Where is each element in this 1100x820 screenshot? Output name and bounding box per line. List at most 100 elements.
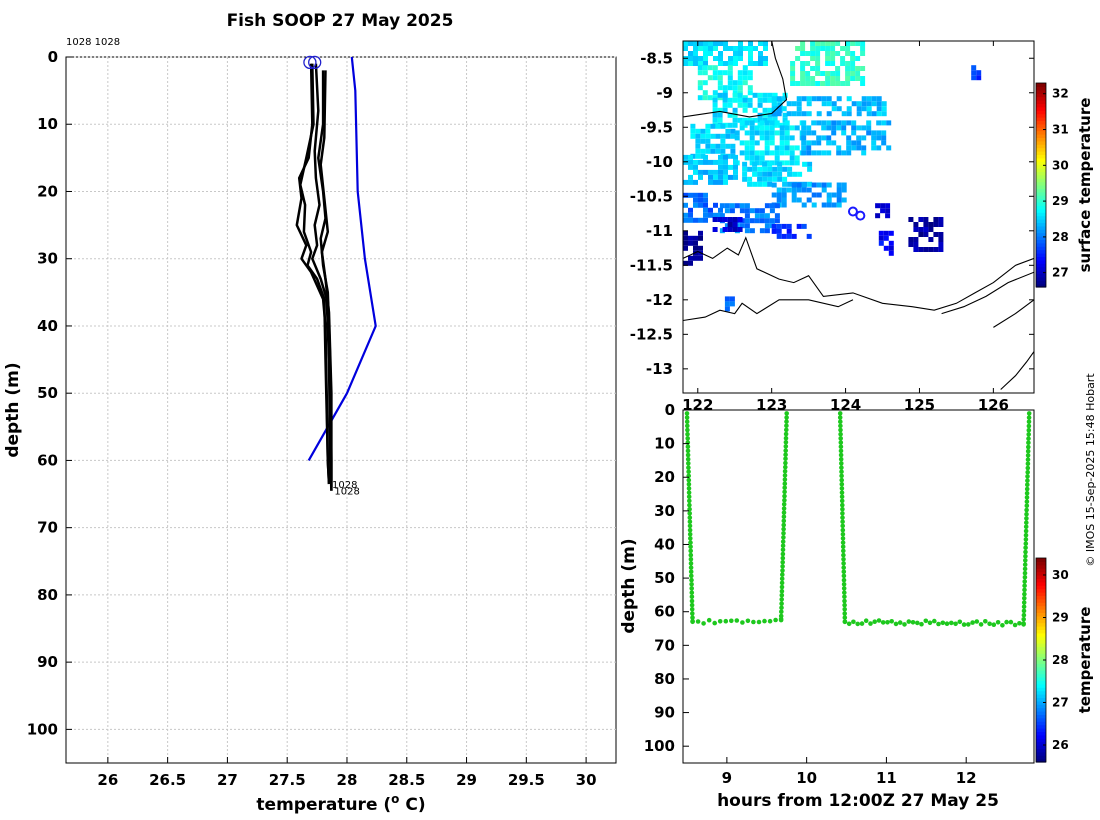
map-sst-cell [720, 143, 726, 149]
map-sst-cell [695, 128, 701, 134]
timeseries-colorbar-swatch [1036, 609, 1046, 613]
timeseries-point [688, 569, 694, 575]
map-sst-cell [712, 117, 718, 123]
map-sst-cell [732, 222, 738, 227]
map-colorbar-swatch [1036, 185, 1046, 189]
timeseries-colorbar-swatch [1036, 575, 1046, 579]
map-sst-cell [771, 192, 777, 198]
map-sst-cell [739, 203, 745, 209]
map-sst-cell [876, 96, 882, 102]
map-sst-cell [851, 140, 857, 146]
map-colorbar-swatch [1036, 246, 1046, 251]
map-sst-cell [769, 218, 775, 224]
map-sst-cell [908, 242, 914, 247]
map-sst-cell [850, 56, 856, 61]
map-sst-cell [727, 70, 733, 76]
map-sst-cell [923, 217, 929, 222]
map-sst-cell [712, 217, 718, 222]
timeseries-point [1024, 499, 1030, 504]
map-sst-cell [871, 111, 877, 117]
map-sst-cell [815, 46, 821, 51]
map-sst-cell [811, 182, 817, 188]
map-sst-cell [702, 95, 708, 101]
map-colorbar-swatch [1036, 212, 1046, 217]
timeseries-point [940, 620, 946, 626]
map-sst-cell [749, 135, 755, 141]
map-sst-cell [698, 202, 703, 208]
map-sst-cell [693, 235, 698, 241]
map-sst-cell [744, 155, 750, 161]
timeseries-colorbar-swatch [1036, 670, 1046, 675]
map-colorbar-swatch [1036, 191, 1046, 196]
map-colorbar-swatch [1036, 83, 1046, 87]
map-sst-cell [693, 255, 698, 261]
map-sst-cell [835, 51, 841, 56]
timeseries-point [751, 619, 756, 625]
map-coastline [1000, 351, 1034, 390]
map-sst-cell [752, 166, 758, 172]
map-colorbar-swatch [1036, 123, 1046, 128]
timeseries-point [840, 536, 846, 541]
map-sst-cell [729, 203, 735, 209]
map-coastline [993, 299, 1034, 328]
map-sst-cell [923, 227, 929, 232]
map-sst-cell [762, 107, 768, 113]
map-sst-cell [698, 169, 703, 175]
timeseries-point [686, 490, 692, 495]
timeseries-point [1026, 432, 1031, 437]
map-sst-cell [860, 41, 866, 46]
map-sst-cell [695, 133, 701, 139]
map-colorbar-swatch [1036, 168, 1046, 172]
map-sst-cell [791, 101, 797, 107]
map-sst-cell [759, 135, 765, 141]
map-sst-cell [764, 223, 770, 229]
map-sst-cell [693, 56, 698, 61]
map-sst-cell [782, 112, 788, 118]
map-sst-cell [850, 66, 856, 71]
map-sst-cell [749, 155, 755, 161]
timeseries-point [784, 423, 789, 429]
map-sst-cell [718, 56, 723, 61]
timeseries-point [839, 461, 844, 466]
timeseries-colorbar-swatch [1036, 592, 1046, 596]
map-sst-cell [881, 130, 887, 136]
map-sst-cell [718, 164, 723, 170]
map-sst-cell [769, 208, 775, 214]
map-sst-cell [747, 70, 753, 76]
map-sst-cell [737, 75, 743, 81]
timeseries-point [1025, 457, 1031, 462]
map-sst-cell [805, 71, 811, 76]
map-sst-cell [734, 203, 740, 209]
map-sst-cell [749, 228, 755, 234]
map-sst-cell [757, 176, 763, 182]
map-sst-cell [826, 197, 832, 203]
map-sst-cell [764, 218, 770, 224]
map-sst-cell [713, 159, 718, 165]
map-sst-cell [703, 159, 708, 165]
timeseries-point [685, 444, 691, 450]
map-sst-cell [724, 203, 730, 209]
profile-x-axis-label: temperature (o C) [256, 792, 425, 815]
map-sst-cell [727, 122, 733, 128]
map-sst-cell [774, 120, 780, 126]
map-sst-cell [801, 150, 807, 156]
timeseries-colorbar-swatch [1036, 656, 1046, 661]
map-colorbar-tick-label: 28 [1052, 230, 1069, 244]
map-sst-cell [703, 56, 708, 61]
timeseries-colorbar-swatch [1036, 690, 1046, 695]
map-sst-cell [866, 120, 872, 126]
timeseries-point [839, 469, 844, 475]
map-sst-cell [739, 208, 745, 214]
map-sst-cell [796, 101, 802, 107]
timeseries-point [842, 590, 847, 595]
map-sst-cell [723, 159, 728, 165]
map-sst-cell [881, 120, 887, 126]
map-sst-cell [712, 107, 718, 113]
map-sst-cell [801, 187, 807, 193]
map-sst-cell [690, 123, 696, 129]
map-colorbar-swatch [1036, 219, 1046, 223]
map-sst-cell [782, 176, 788, 182]
timeseries-point [1022, 562, 1028, 567]
timeseries-point [842, 615, 848, 620]
map-sst-cell [830, 41, 836, 46]
